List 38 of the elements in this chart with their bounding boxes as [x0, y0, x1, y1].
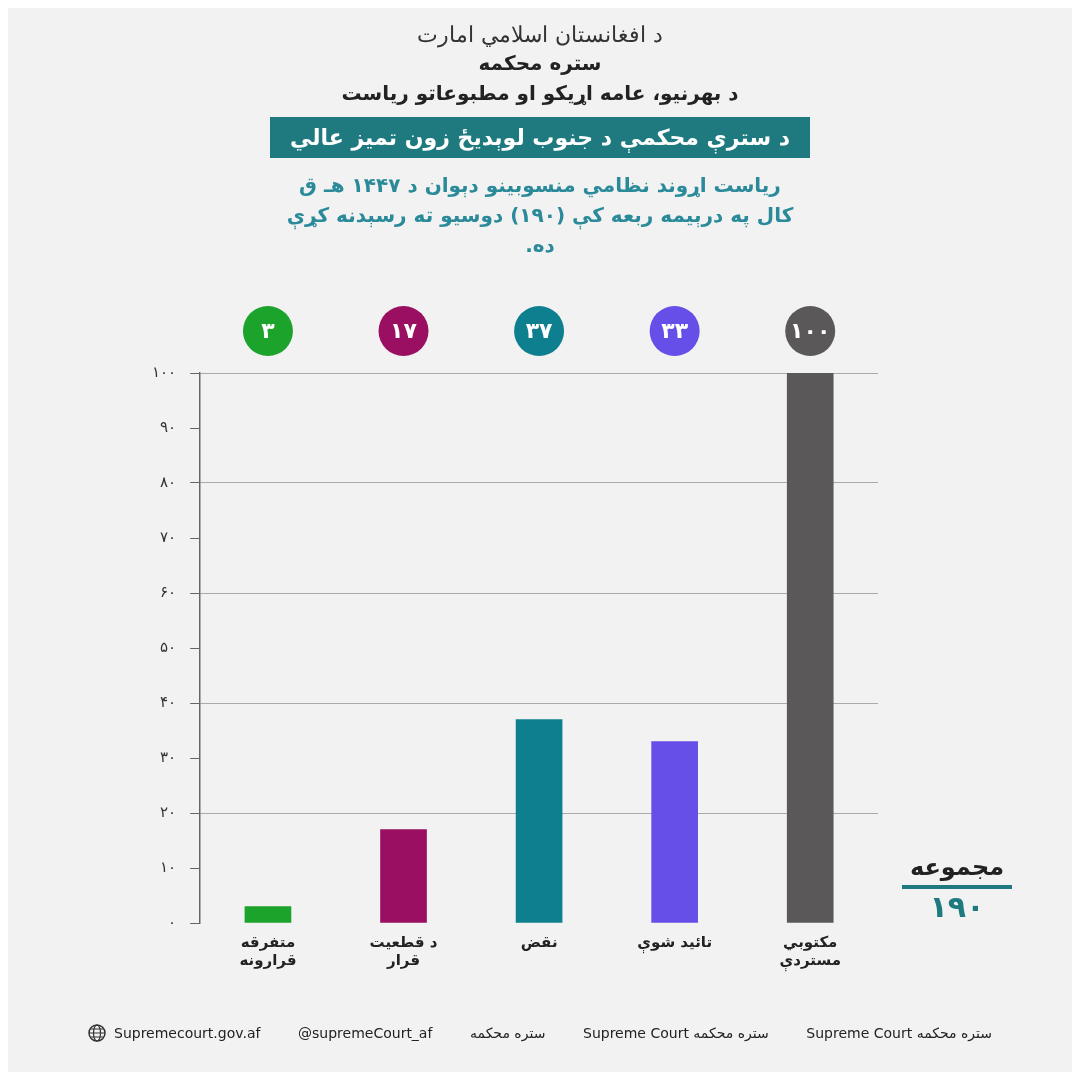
- chart-subtitle: ریاست اړوند نظامي منسوبینو دېوان د ۱۴۴۷ هـ ق کال په درېیمه ربعه کې (۱۹۰) دوسیو ته رسېدنه کړې ده.: [285, 172, 795, 259]
- x-tick-label: متفرقه قرارونه: [239, 932, 297, 969]
- text: د افغانستان اسلامي امارت: [416, 22, 664, 47]
- y-tick-label: ۴۰: [160, 692, 177, 711]
- bar: [651, 741, 698, 923]
- text: د بهرنیو، عامه اړیکو او مطبوعاتو ریاست: [340, 81, 740, 105]
- x-tick-label: تائید شوې: [637, 932, 713, 954]
- data-label: ۱۰۰: [790, 317, 831, 343]
- text: ستره محکمه Supreme Court: [583, 1025, 769, 1041]
- bar: [515, 719, 563, 923]
- data-label: ۳: [261, 317, 276, 343]
- data-label: ۳۷: [525, 317, 554, 343]
- text: ۱۹۰: [928, 889, 986, 924]
- text: @supremeCourt_af: [298, 1025, 433, 1041]
- y-tick-label: ۳۰: [160, 747, 177, 766]
- chart-title: د سترې محکمې د جنوب لوېدیځ زون تمیز عالي: [269, 117, 811, 158]
- text: Supremecourt.gov.af: [114, 1025, 261, 1041]
- text: مجموعه: [902, 853, 1012, 889]
- x-tick-label: مکتوبي مستردې: [779, 932, 841, 972]
- bar: [786, 373, 834, 923]
- data-label: ۱۷: [390, 317, 418, 343]
- x-tick-label: نقض: [520, 932, 558, 951]
- data-label: ۳۳: [661, 317, 689, 343]
- y-tick-label: ۱۰۰: [152, 362, 177, 381]
- y-tick-label: ۷۰: [160, 527, 177, 546]
- y-tick-label: ۸۰: [160, 472, 177, 491]
- bar: [380, 829, 427, 923]
- y-tick-label: ۰: [168, 912, 177, 931]
- text: ستره محکمه: [477, 51, 603, 75]
- y-tick-label: ۱۰: [160, 857, 177, 876]
- x-tick-label: د قطعیت قرار: [369, 932, 438, 969]
- bar: [244, 906, 292, 923]
- y-tick-label: ۹۰: [160, 417, 177, 436]
- text: ستره محکمه: [470, 1025, 546, 1041]
- y-tick-label: ۶۰: [160, 582, 177, 601]
- y-tick-label: ۲۰: [160, 802, 177, 821]
- text: ستره محکمه Supreme Court: [806, 1025, 992, 1041]
- y-tick-label: ۵۰: [160, 637, 177, 656]
